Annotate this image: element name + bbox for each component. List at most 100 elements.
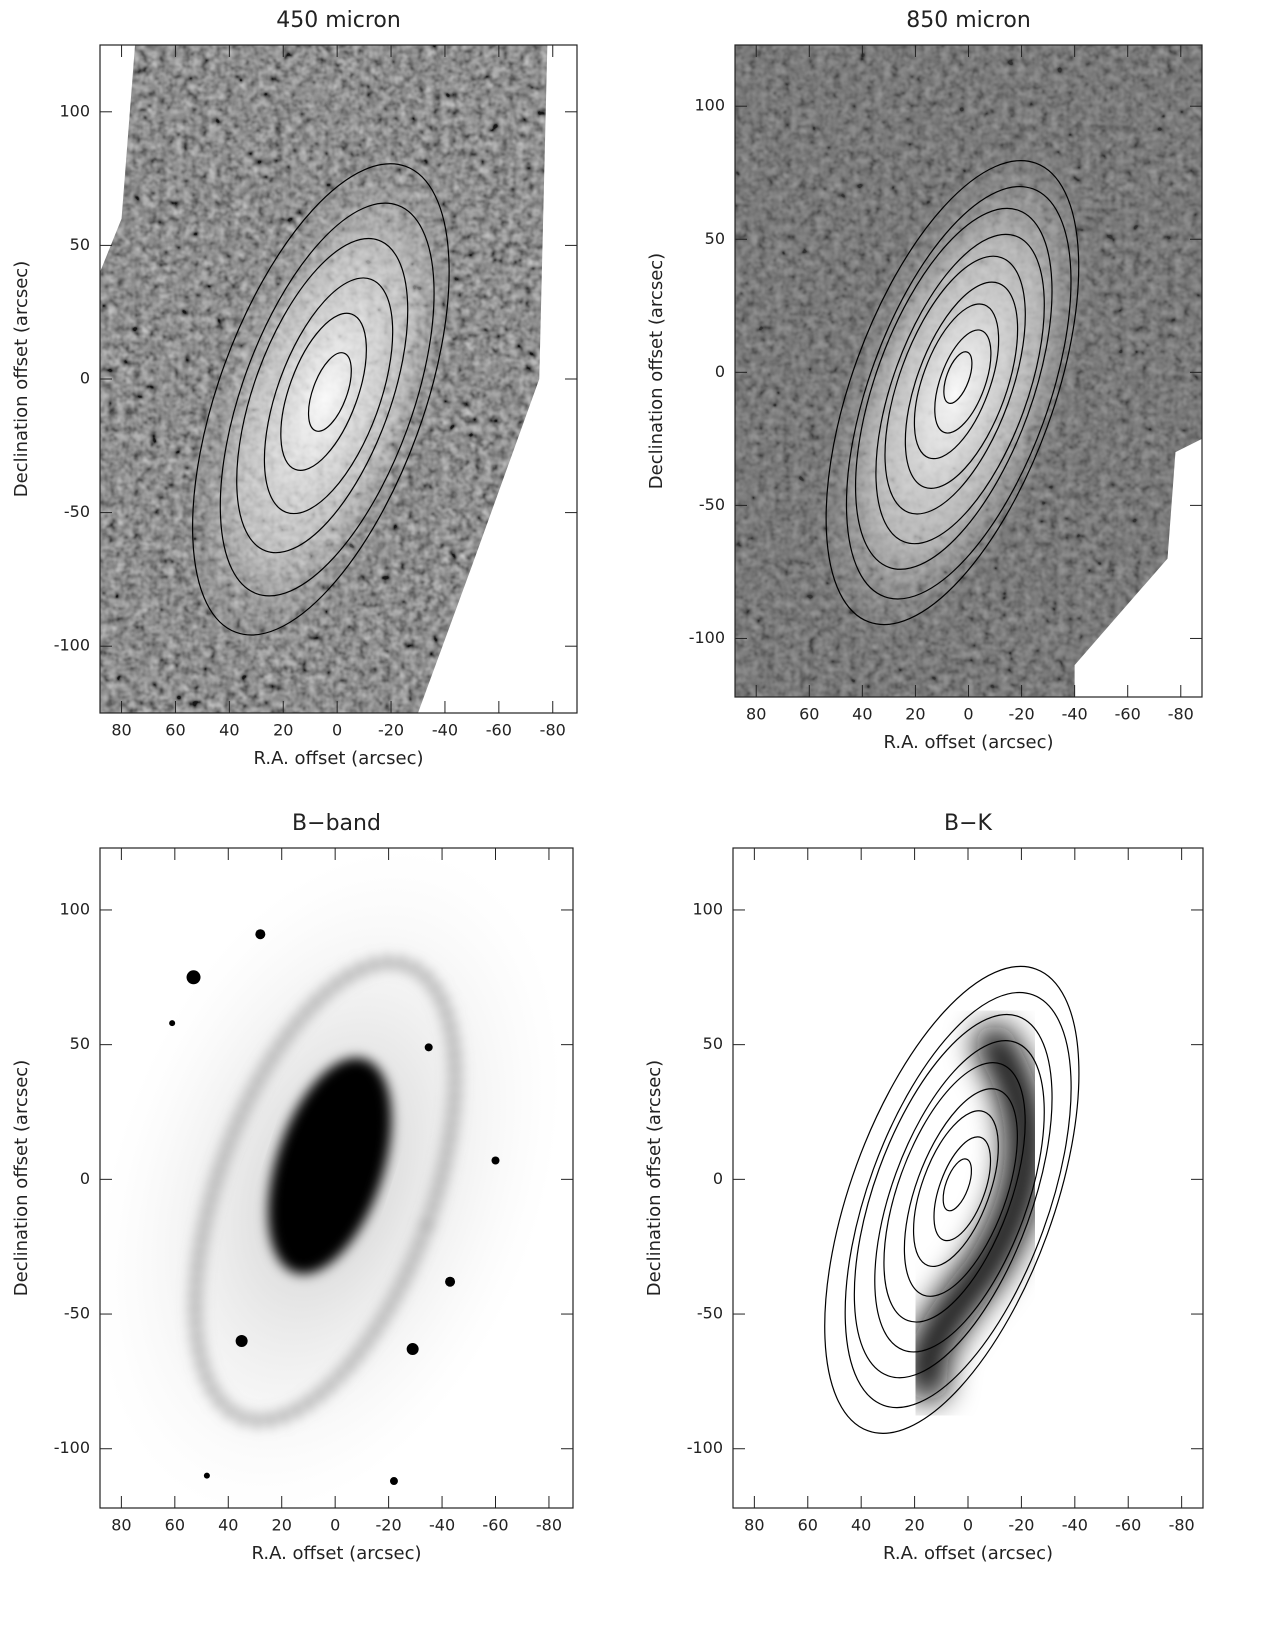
y-tick-label: 100 — [59, 899, 90, 918]
x-tick-label: 60 — [799, 705, 819, 724]
x-tick-label: 60 — [798, 1516, 818, 1535]
emission — [182, 144, 465, 657]
y-tick-label: 100 — [694, 96, 725, 115]
colour-excess — [905, 1024, 1046, 1402]
x-axis-label: R.A. offset (arcsec) — [252, 1543, 422, 1564]
contour — [942, 1158, 973, 1212]
x-tick-label: -60 — [482, 1516, 508, 1535]
x-tick-label: 40 — [218, 1516, 238, 1535]
x-tick-label: 60 — [165, 1516, 185, 1535]
contour — [884, 255, 1026, 515]
panel-image — [735, 45, 1202, 697]
contour — [263, 277, 394, 515]
x-tick-label: 20 — [904, 1516, 924, 1535]
x-tick-label: 40 — [852, 705, 872, 724]
x-tick-label: 0 — [963, 1516, 973, 1535]
x-tick-label: -40 — [1062, 705, 1088, 724]
panel-image — [733, 848, 1203, 1508]
contour — [904, 281, 1019, 489]
star — [235, 1334, 248, 1347]
bulge — [268, 1057, 392, 1274]
contour — [934, 329, 992, 434]
x-tick-label: -20 — [1008, 1516, 1034, 1535]
star — [203, 1472, 210, 1479]
contour — [825, 160, 1080, 626]
x-tick-label: 0 — [332, 721, 342, 740]
x-tick-label: 80 — [111, 721, 131, 740]
y-axis-label: Declination offset (arcsec) — [644, 1060, 665, 1296]
contour — [912, 1110, 999, 1268]
y-tick-label: -100 — [687, 1438, 723, 1457]
y-tick-label: -50 — [64, 1304, 90, 1323]
x-tick-label: 40 — [219, 721, 239, 740]
x-tick-label: -80 — [540, 721, 566, 740]
star — [389, 1477, 398, 1486]
emission — [816, 141, 1094, 646]
y-tick-label: 0 — [80, 1169, 90, 1188]
y-tick-label: 50 — [70, 1034, 90, 1053]
contour — [853, 1013, 1053, 1379]
contour — [191, 163, 450, 636]
contour — [943, 351, 973, 404]
y-tick-label: 100 — [59, 101, 90, 120]
x-tick-label: -80 — [1169, 1516, 1195, 1535]
x-tick-label: 40 — [851, 1516, 871, 1535]
panel-image — [100, 848, 573, 1508]
x-tick-label: -60 — [486, 721, 512, 740]
y-tick-label: 0 — [80, 369, 90, 388]
x-tick-label: -40 — [1062, 1516, 1088, 1535]
contour — [280, 312, 367, 471]
star — [255, 929, 266, 940]
star — [424, 1043, 433, 1052]
x-axis-label: R.A. offset (arcsec) — [254, 748, 424, 769]
panel-title: 450 micron — [276, 8, 401, 33]
y-tick-label: 0 — [715, 362, 725, 381]
frame — [99, 847, 574, 1509]
x-tick-label: -80 — [536, 1516, 562, 1535]
y-tick-label: 50 — [705, 229, 725, 248]
star — [186, 970, 201, 985]
y-tick-label: -50 — [697, 1304, 723, 1323]
x-tick-label: -20 — [1008, 705, 1034, 724]
contour — [219, 202, 435, 597]
x-tick-label: 20 — [273, 721, 293, 740]
contour — [844, 991, 1072, 1409]
x-tick-label: -40 — [432, 721, 458, 740]
contour — [903, 1088, 1018, 1297]
unobserved-region — [1074, 438, 1202, 697]
panel-title: B−band — [292, 811, 381, 836]
x-tick-label: 60 — [165, 721, 185, 740]
contour — [875, 233, 1045, 545]
y-axis-label: Declination offset (arcsec) — [646, 253, 667, 489]
star — [445, 1276, 456, 1287]
x-tick-label: 0 — [963, 705, 973, 724]
contour — [874, 1040, 1045, 1353]
x-tick-label: -40 — [429, 1516, 455, 1535]
y-tick-label: 50 — [703, 1034, 723, 1053]
panel-title: B−K — [944, 811, 993, 836]
y-tick-label: -50 — [699, 495, 725, 514]
y-axis-label: Declination offset (arcsec) — [11, 1060, 32, 1296]
contour — [824, 965, 1080, 1434]
x-tick-label: -60 — [1115, 1516, 1141, 1535]
x-tick-label: 80 — [111, 1516, 131, 1535]
y-tick-label: -100 — [54, 1438, 90, 1457]
contour — [854, 207, 1053, 570]
star — [406, 1343, 419, 1356]
star — [169, 1020, 176, 1027]
contour — [933, 1136, 992, 1242]
unobserved-region — [100, 45, 136, 273]
x-tick-label: 20 — [272, 1516, 292, 1535]
contour — [883, 1062, 1026, 1323]
x-tick-label: 80 — [746, 705, 766, 724]
x-tick-label: -80 — [1168, 705, 1194, 724]
x-axis-label: R.A. offset (arcsec) — [883, 1543, 1053, 1564]
star — [491, 1156, 500, 1165]
spiral-arms — [188, 955, 463, 1428]
x-tick-label: -20 — [378, 721, 404, 740]
unobserved-region — [418, 45, 577, 713]
contour — [845, 185, 1072, 600]
x-axis-label: R.A. offset (arcsec) — [884, 732, 1054, 753]
x-tick-label: 20 — [905, 705, 925, 724]
